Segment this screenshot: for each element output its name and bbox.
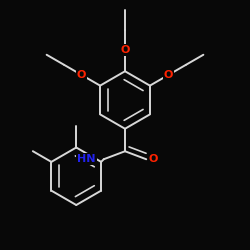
- Text: O: O: [148, 154, 158, 164]
- Text: O: O: [77, 70, 86, 80]
- Text: O: O: [120, 45, 130, 55]
- Text: O: O: [164, 70, 173, 80]
- Text: HN: HN: [77, 154, 96, 164]
